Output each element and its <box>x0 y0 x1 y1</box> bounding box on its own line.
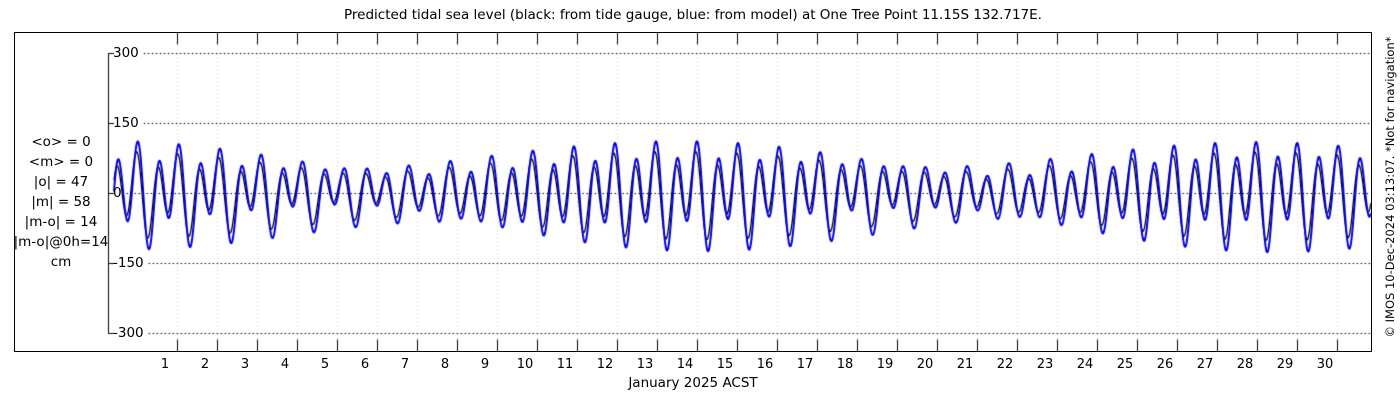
x-tick-label: 3 <box>240 357 250 372</box>
x-tick-label: 7 <box>400 357 410 372</box>
stats-line: |m| = 58 <box>31 194 91 210</box>
x-tick-label: 22 <box>996 357 1014 372</box>
x-tick-label: 11 <box>556 357 574 372</box>
x-tick-label: 20 <box>916 357 934 372</box>
stats-line: cm <box>50 254 72 270</box>
x-tick-label: 13 <box>636 357 654 372</box>
x-tick-label: 23 <box>1036 357 1054 372</box>
x-tick-label: 8 <box>440 357 450 372</box>
x-tick-label: 25 <box>1116 357 1134 372</box>
x-tick-label: 30 <box>1316 357 1334 372</box>
x-tick-label: 4 <box>280 357 290 372</box>
stats-line: |m-o|@0h=14 <box>13 234 109 250</box>
x-tick-label: 2 <box>200 357 210 372</box>
stats-line: <o> = 0 <box>31 134 91 150</box>
x-tick-label: 1 <box>160 357 170 372</box>
x-tick-label: 24 <box>1076 357 1094 372</box>
x-axis-title: January 2025 ACST <box>628 375 758 391</box>
y-tick-label: 150 <box>113 115 139 131</box>
x-tick-label: 17 <box>796 357 814 372</box>
x-tick-label: 9 <box>480 357 490 372</box>
y-tick-label: 0 <box>113 185 122 201</box>
x-tick-label: 19 <box>876 357 894 372</box>
copyright-watermark: © IMOS 10-Dec-2024 03:13:07. *Not for na… <box>1383 36 1397 338</box>
x-tick-label: 15 <box>716 357 734 372</box>
y-tick-label: 300 <box>113 45 139 61</box>
x-tick-label: 26 <box>1156 357 1174 372</box>
x-tick-label: 28 <box>1236 357 1254 372</box>
x-tick-label: 18 <box>836 357 854 372</box>
x-tick-label: 5 <box>320 357 330 372</box>
x-tick-label: 16 <box>756 357 774 372</box>
stats-line: <m> = 0 <box>28 154 94 170</box>
stats-line: |o| = 47 <box>33 174 89 190</box>
x-tick-label: 6 <box>360 357 370 372</box>
x-tick-label: 21 <box>956 357 974 372</box>
y-tick-label: -300 <box>113 325 144 341</box>
x-tick-label: 14 <box>676 357 694 372</box>
x-tick-label: 12 <box>596 357 614 372</box>
chart-title: Predicted tidal sea level (black: from t… <box>344 7 1042 23</box>
x-tick-label: 10 <box>516 357 534 372</box>
stats-line: |m-o| = 14 <box>24 214 98 230</box>
x-tick-label: 27 <box>1196 357 1214 372</box>
stats-block: <o> = 0 <m> = 0 |o| = 47 |m| = 58 |m-o| = 14… <box>12 132 110 272</box>
y-tick-label: -150 <box>113 255 144 271</box>
x-tick-label: 29 <box>1276 357 1294 372</box>
